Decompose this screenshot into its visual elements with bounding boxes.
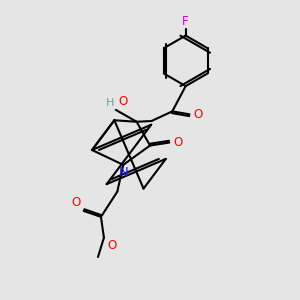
- Text: F: F: [182, 15, 189, 28]
- Text: H: H: [106, 98, 114, 108]
- Text: O: O: [118, 95, 128, 108]
- Text: O: O: [173, 136, 182, 149]
- Text: N: N: [118, 166, 128, 179]
- Text: O: O: [194, 108, 202, 121]
- Text: O: O: [71, 196, 80, 209]
- Text: O: O: [107, 239, 117, 252]
